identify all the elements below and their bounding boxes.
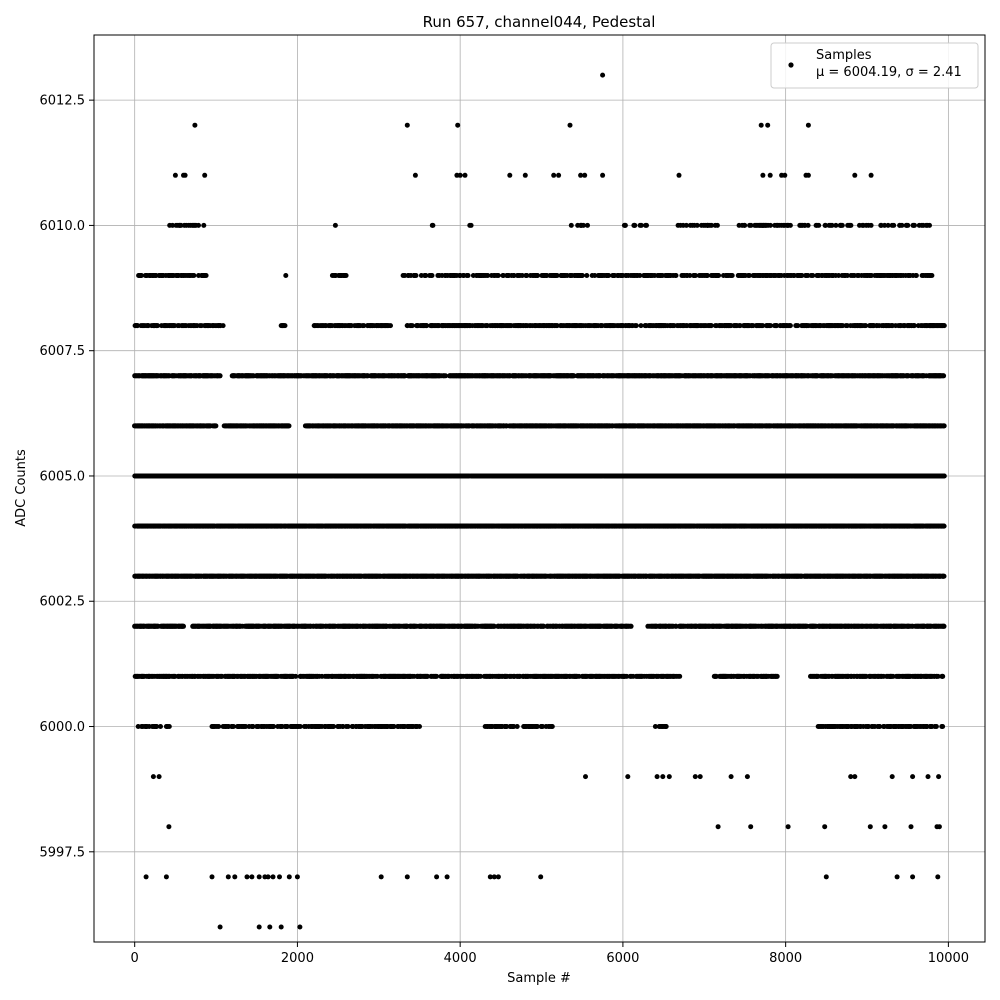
chart-title: Run 657, channel044, Pedestal xyxy=(423,13,656,31)
sample-point xyxy=(663,724,669,729)
sample-point xyxy=(478,673,483,679)
sample-point xyxy=(158,724,163,729)
sample-point xyxy=(941,573,947,579)
sample-point xyxy=(297,724,303,729)
sample-point xyxy=(877,724,883,729)
sample-point xyxy=(549,724,555,729)
sample-point xyxy=(540,724,546,729)
sample-point xyxy=(940,724,946,729)
sample-point xyxy=(154,724,160,729)
sample-point xyxy=(231,724,236,729)
sample-point xyxy=(345,724,351,729)
points-layer xyxy=(132,72,947,930)
sample-point xyxy=(628,623,634,629)
sample-point xyxy=(331,724,337,729)
sample-point xyxy=(933,724,939,729)
sample-point xyxy=(417,724,422,729)
sample-point xyxy=(166,724,172,729)
sample-point xyxy=(271,724,277,729)
sample-point xyxy=(216,724,222,729)
sample-point xyxy=(425,673,430,679)
sample-point xyxy=(940,673,946,679)
sample-point xyxy=(624,673,630,679)
sample-point xyxy=(774,673,780,679)
sample-point xyxy=(514,724,520,729)
sample-point xyxy=(534,724,540,729)
sample-point xyxy=(677,673,683,679)
sample-point xyxy=(652,724,658,729)
sample-point xyxy=(293,673,299,679)
sample-point xyxy=(181,623,186,629)
sample-point xyxy=(391,724,397,729)
sample-point xyxy=(250,724,256,729)
sample-point xyxy=(941,623,947,629)
sample-point xyxy=(434,673,440,679)
